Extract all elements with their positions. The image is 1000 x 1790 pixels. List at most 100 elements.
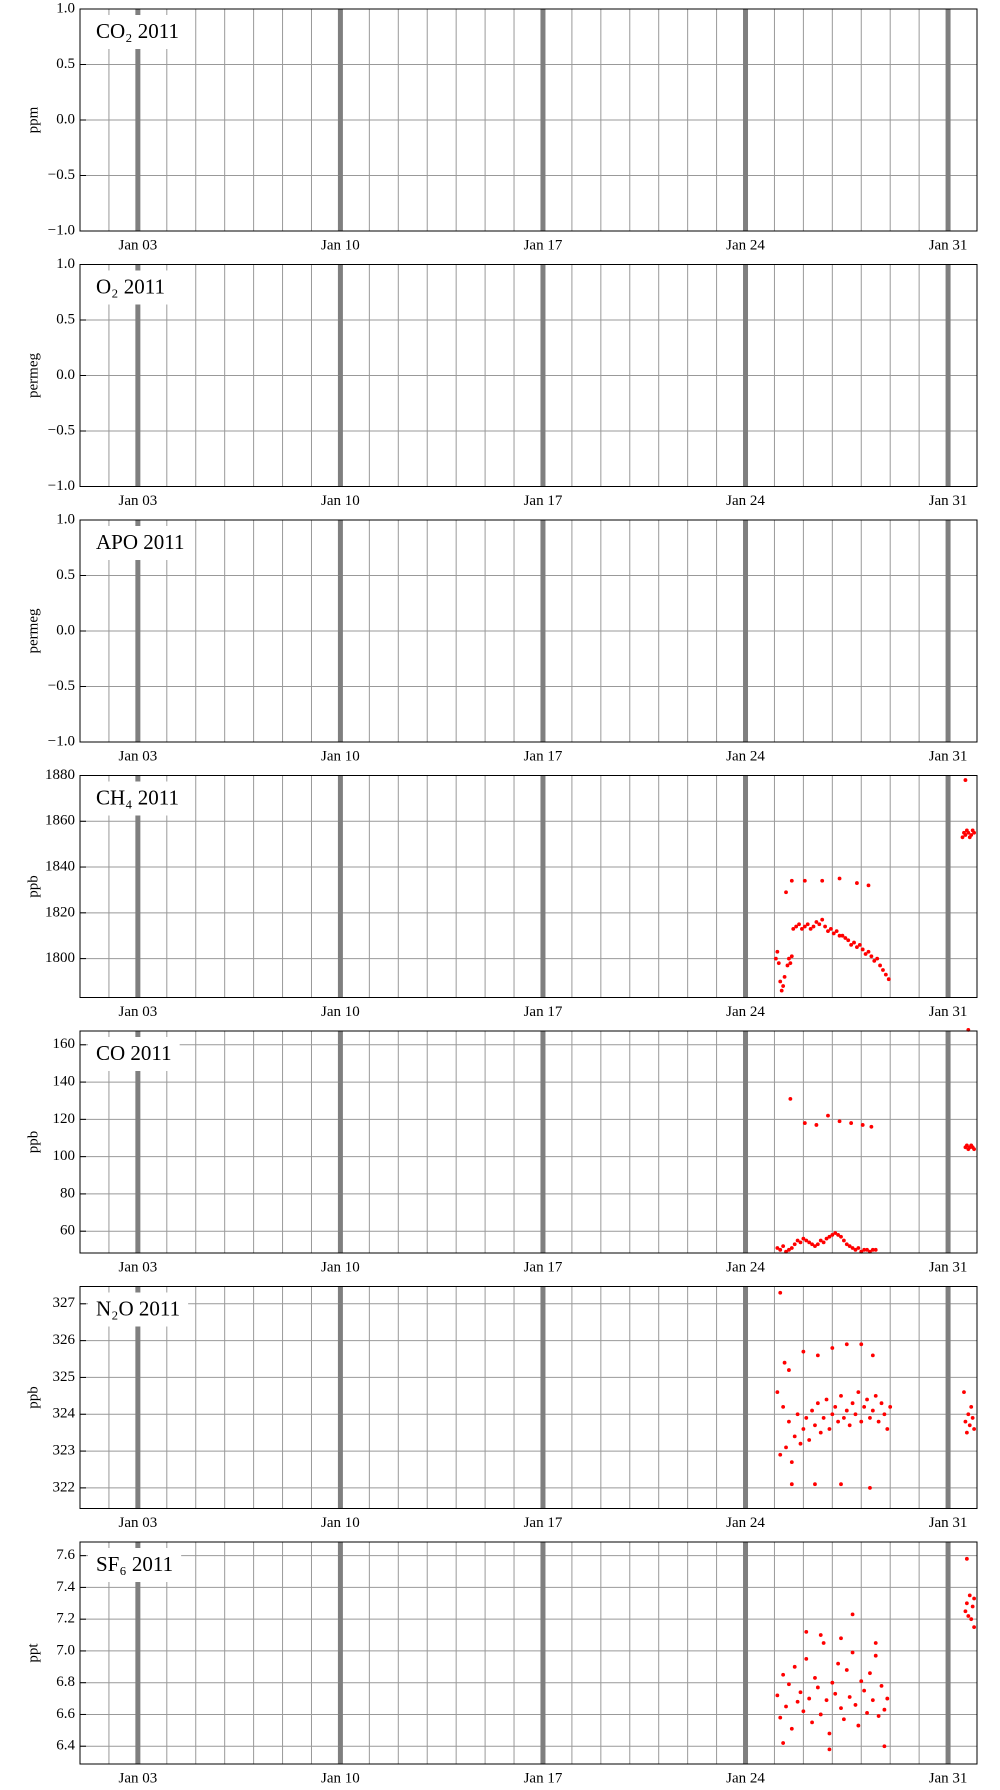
- panel: Jan 03 Jan 10 Jan 17 Jan 24 Jan 31 −1.0 −0.5 0.…: [25, 256, 978, 509]
- x-tick-label: Jan 17: [524, 1259, 563, 1275]
- data-point: [787, 1682, 791, 1687]
- data-point: [970, 1416, 975, 1420]
- data-point: [972, 1427, 977, 1431]
- data-point: [873, 1247, 878, 1252]
- data-point: [802, 1121, 807, 1125]
- data-point: [870, 1698, 875, 1703]
- x-tick-label: Jan 17: [524, 493, 563, 509]
- data-point: [969, 833, 974, 837]
- data-point: [857, 942, 862, 947]
- data-point: [787, 956, 791, 961]
- x-tick-label: Jan 03: [118, 1770, 157, 1786]
- data-point: [859, 1679, 864, 1684]
- y-tick-label: 0.5: [56, 567, 75, 583]
- data-point: [964, 1143, 969, 1148]
- plot-frame: [79, 264, 978, 487]
- data-point: [805, 922, 810, 927]
- data-point: [789, 1460, 794, 1465]
- data-point: [781, 984, 786, 988]
- data-point: [788, 961, 793, 966]
- data-point: [882, 1744, 887, 1749]
- y-axis-label: permeg: [25, 353, 41, 398]
- data-point: [824, 1397, 829, 1402]
- data-point: [966, 830, 971, 835]
- data-point: [810, 1242, 814, 1247]
- data-point: [820, 917, 825, 922]
- data-point: [785, 963, 790, 968]
- data-point: [970, 1604, 975, 1609]
- x-tick-label: Jan 31: [929, 748, 968, 764]
- data-point: [964, 1430, 969, 1435]
- x-tick-label: Jan 03: [118, 1515, 157, 1531]
- data-point: [782, 975, 787, 979]
- data-point: [795, 1238, 800, 1243]
- data-point: [868, 1416, 872, 1420]
- data-point: [963, 778, 968, 782]
- data-point: [882, 1412, 887, 1417]
- data-point: [787, 1419, 791, 1424]
- data-point: [855, 945, 859, 950]
- data-point: [963, 833, 968, 837]
- plot-frame: [79, 1286, 978, 1509]
- y-tick-label: 160: [53, 1036, 76, 1052]
- data-point: [815, 1353, 820, 1358]
- data-point: [882, 1707, 887, 1712]
- data-point: [778, 1247, 783, 1252]
- data-point: [836, 1661, 841, 1666]
- data-point: [878, 963, 882, 968]
- panel: Jan 03 Jan 10 Jan 17 Jan 24 Jan 31 6.4 6.6 6.8 7…: [25, 1541, 978, 1786]
- data-point: [828, 926, 833, 931]
- data-layer: [775, 1290, 977, 1490]
- data-point: [794, 924, 799, 929]
- data-point: [876, 1419, 881, 1424]
- data-point: [860, 1123, 865, 1127]
- data-point: [865, 1710, 869, 1715]
- x-tick-label: Jan 24: [726, 493, 765, 509]
- data-point: [862, 1688, 867, 1693]
- data-point: [836, 1233, 841, 1237]
- data-point: [820, 878, 825, 883]
- data-point: [795, 1699, 800, 1704]
- y-axis-label: ppb: [25, 1386, 41, 1409]
- data-point: [830, 1412, 835, 1417]
- y-tick-label: 1.0: [56, 0, 75, 16]
- data-point: [789, 878, 794, 883]
- data-point: [850, 1612, 855, 1617]
- data-point: [789, 1246, 794, 1250]
- data-point: [847, 1423, 852, 1428]
- data-point: [775, 1246, 780, 1250]
- data-point: [969, 1617, 974, 1622]
- data-point: [869, 954, 874, 959]
- panel-title: CO 2011: [96, 1041, 172, 1065]
- y-tick-label: 0.5: [56, 311, 75, 327]
- panel: Jan 03 Jan 10 Jan 17 Jan 24 Jan 31 1800 1820 18…: [25, 767, 978, 1020]
- data-point: [818, 1430, 823, 1435]
- data-point: [779, 988, 784, 993]
- data-point: [781, 1741, 786, 1745]
- data-point: [802, 924, 807, 929]
- data-point: [789, 954, 794, 959]
- data-point: [784, 1445, 788, 1450]
- y-axis-label: permeg: [25, 608, 41, 653]
- data-point: [787, 1247, 791, 1252]
- y-tick-label: 140: [53, 1074, 76, 1090]
- data-point: [844, 1342, 849, 1347]
- data-point: [876, 1714, 881, 1718]
- title-box: [88, 526, 193, 560]
- data-point: [830, 1346, 835, 1350]
- y-tick-label: 60: [60, 1223, 75, 1239]
- data-point: [862, 1247, 867, 1252]
- data-point: [873, 1653, 878, 1658]
- y-tick-label: 7.6: [56, 1547, 75, 1563]
- data-point: [837, 933, 842, 938]
- data-point: [818, 1238, 823, 1243]
- data-point: [972, 1596, 977, 1601]
- data-point: [821, 1416, 826, 1420]
- x-tick-label: Jan 10: [321, 493, 360, 509]
- data-point: [804, 1629, 809, 1634]
- data-point: [841, 1717, 846, 1722]
- data-point: [886, 977, 891, 982]
- y-tick-label: 1820: [45, 904, 75, 920]
- x-tick-label: Jan 10: [321, 1515, 360, 1531]
- data-point: [966, 1614, 971, 1618]
